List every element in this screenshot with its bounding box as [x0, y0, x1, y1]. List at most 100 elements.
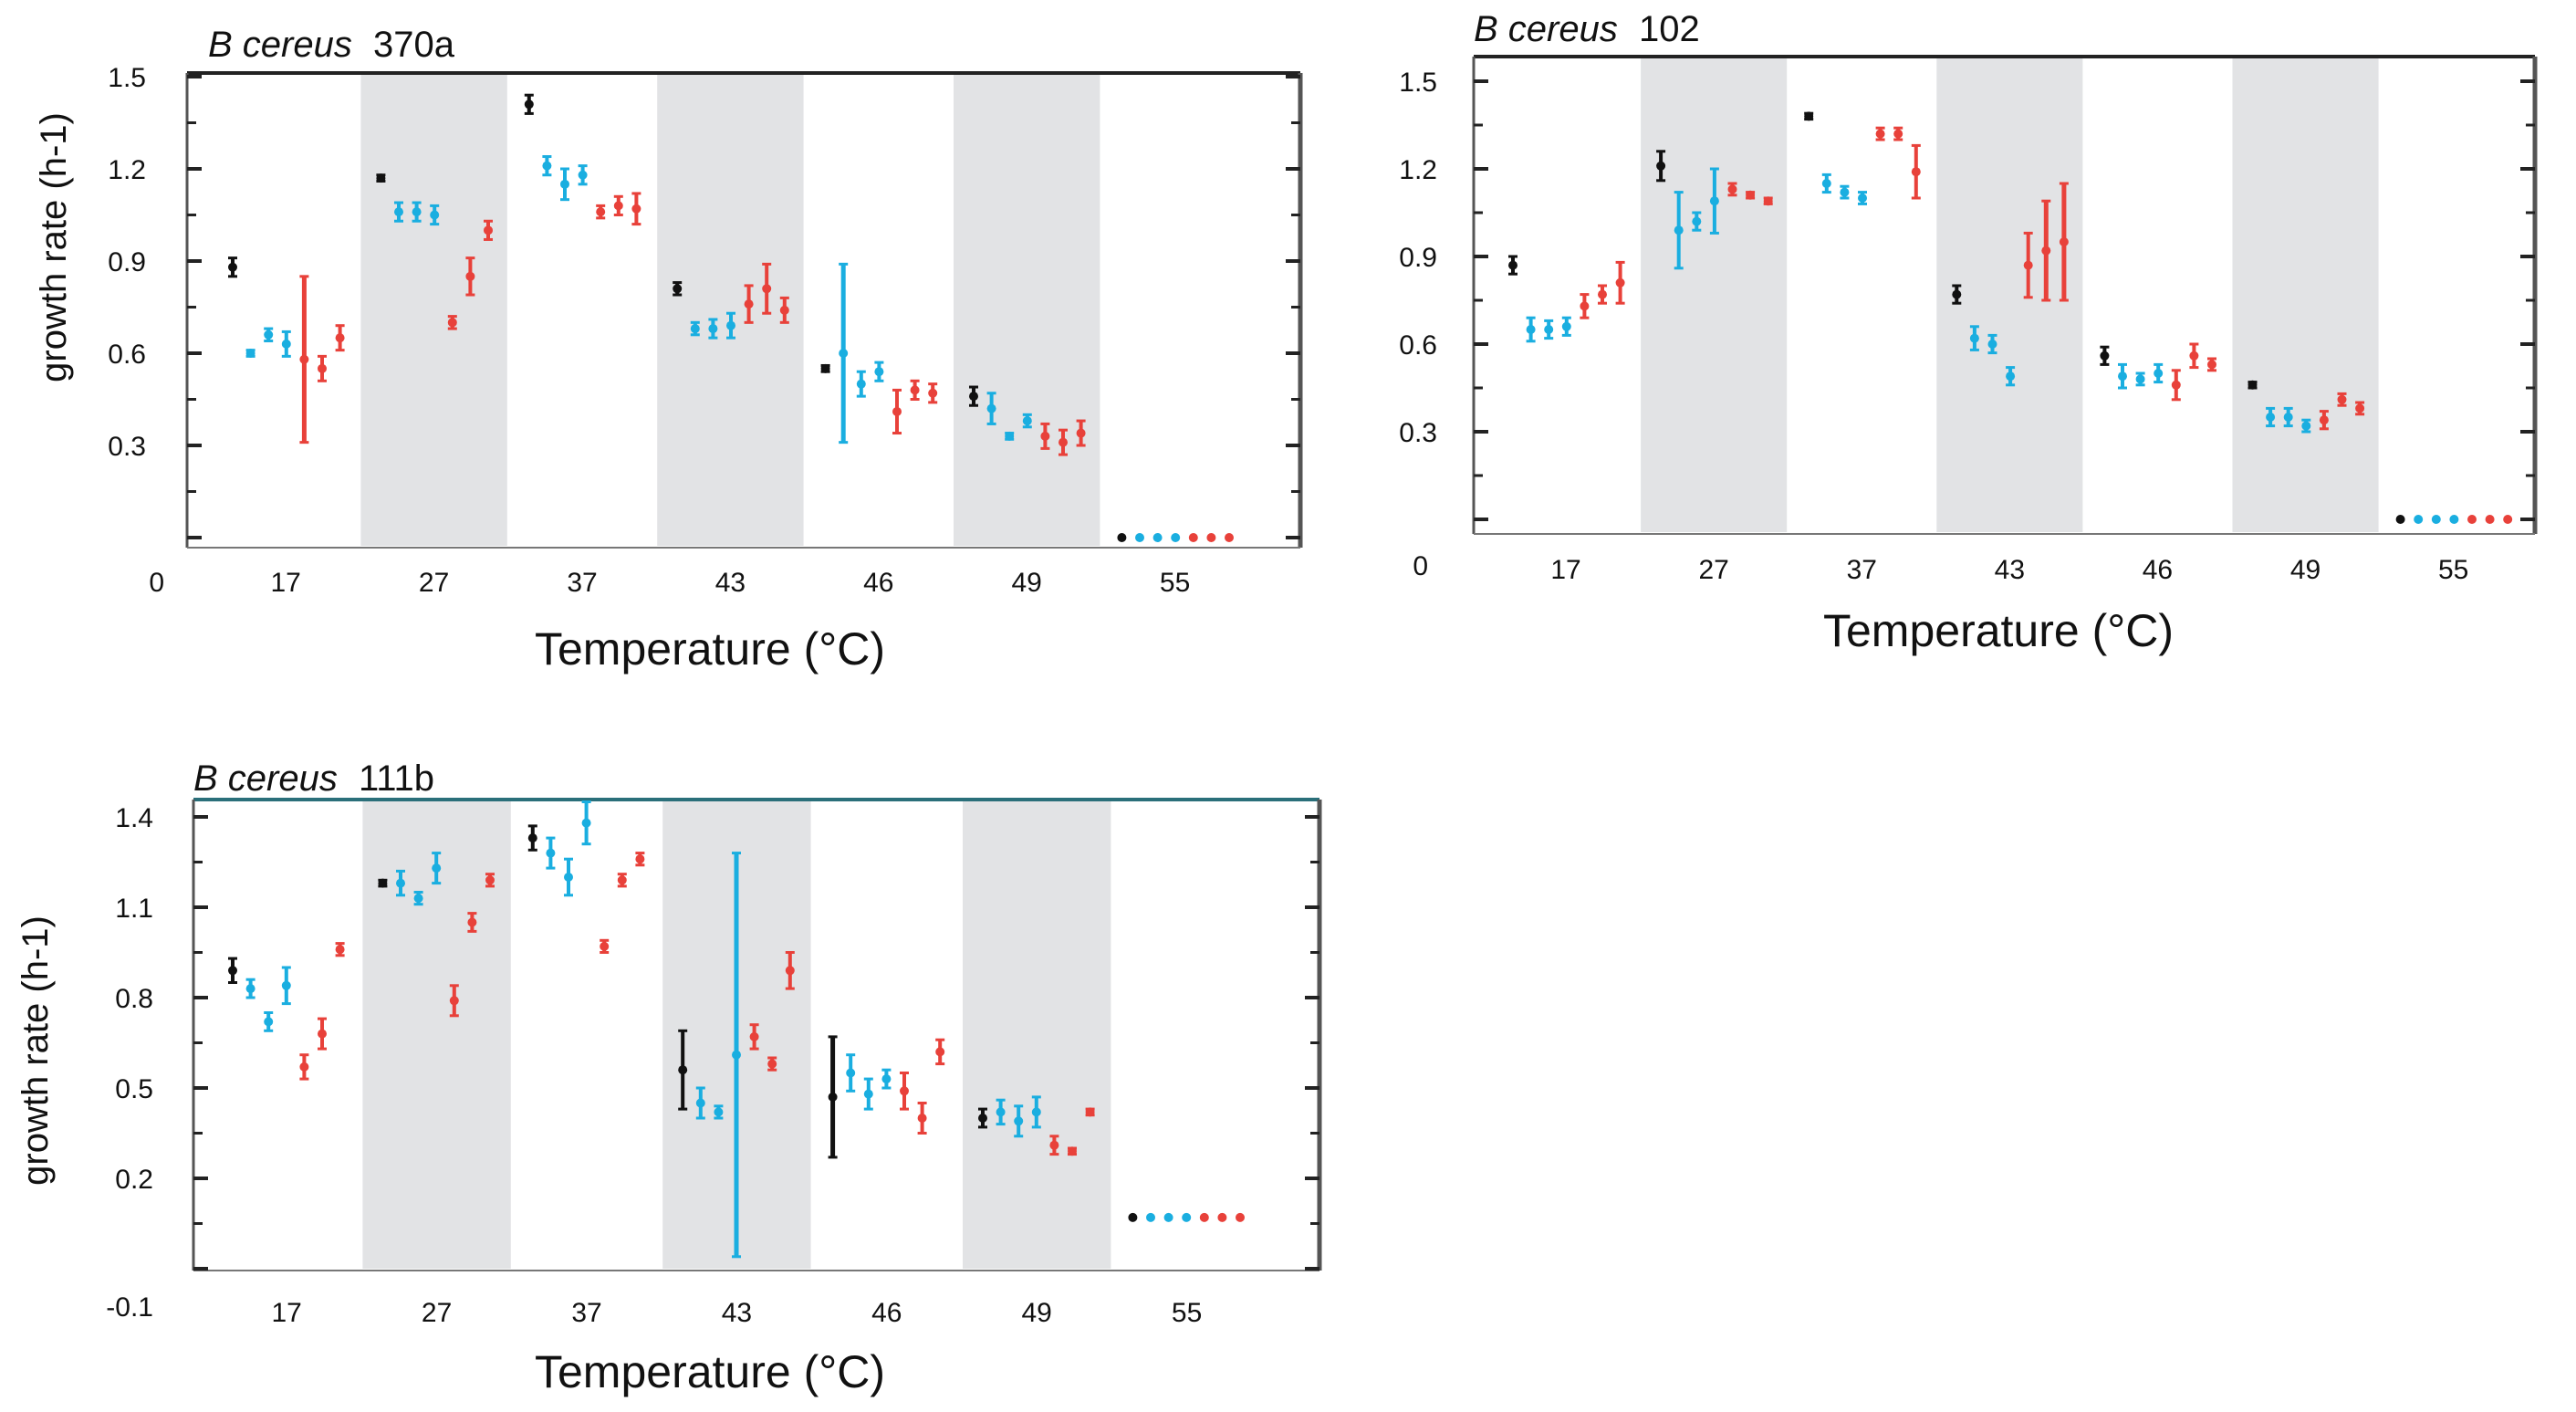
data-marker — [749, 1031, 759, 1041]
x-tick-label: 46 — [871, 1298, 902, 1328]
data-marker — [881, 1074, 892, 1084]
x-tick-label: 17 — [1550, 555, 1580, 585]
data-marker — [600, 941, 610, 951]
data-point-blue — [846, 1053, 856, 1093]
data-marker — [1952, 289, 1962, 299]
data-marker — [1182, 1212, 1192, 1222]
data-point-red — [467, 912, 477, 933]
data-point-red — [779, 296, 789, 324]
data-point-red — [299, 1053, 309, 1081]
y-tick-label: 0.5 — [115, 1074, 153, 1104]
data-point-blue — [2118, 362, 2127, 390]
data-marker — [969, 392, 978, 402]
data-marker — [892, 406, 902, 416]
x-axis-title: Temperature (°C) — [535, 623, 885, 675]
data-point-blue — [1152, 533, 1163, 542]
data-point-blue — [1171, 533, 1181, 542]
data-point-red — [767, 1056, 777, 1072]
data-point-red — [2355, 401, 2365, 416]
data-marker — [432, 863, 442, 873]
data-marker — [281, 980, 291, 990]
data-marker — [524, 99, 534, 110]
data-point-blue — [1858, 191, 1867, 205]
data-point-blue — [1135, 533, 1144, 542]
data-point-red — [1893, 126, 1903, 141]
data-point-red — [335, 942, 345, 957]
data-point-blue — [1840, 184, 1850, 200]
data-marker — [1987, 340, 1997, 349]
data-point-blue — [2301, 418, 2311, 434]
data-point-red — [2059, 182, 2069, 302]
data-point-blue — [2283, 406, 2293, 428]
data-marker — [1746, 190, 1756, 200]
data-point-black — [820, 363, 830, 373]
data-marker — [1128, 1212, 1138, 1222]
data-marker — [245, 984, 256, 994]
data-point-red — [1911, 143, 1921, 200]
data-marker — [1544, 325, 1554, 334]
panel-111b: B cereus 111b growth rate (h-1) Temperat… — [16, 758, 1322, 1397]
data-marker — [732, 1050, 741, 1060]
data-point-red — [447, 315, 457, 330]
data-point-red — [2467, 515, 2477, 524]
data-point-black — [1656, 150, 1666, 183]
x-tick-label: 55 — [1172, 1298, 1202, 1328]
data-marker — [978, 1114, 987, 1123]
data-marker — [394, 207, 403, 217]
data-marker — [2118, 371, 2127, 382]
data-point-red — [1225, 533, 1234, 542]
x-tick-label: 37 — [571, 1298, 601, 1328]
data-point-red — [1206, 533, 1216, 542]
data-marker — [560, 179, 569, 189]
title-species: B cereus — [1474, 9, 1618, 49]
data-marker — [779, 305, 789, 315]
data-point-red — [917, 1102, 927, 1135]
data-marker — [2100, 350, 2110, 361]
data-marker — [596, 207, 606, 217]
data-point-blue — [413, 891, 423, 906]
data-marker — [986, 403, 996, 413]
data-point-black — [376, 173, 386, 183]
data-point-red — [910, 379, 920, 401]
y-tick-label: 1.2 — [108, 155, 146, 185]
data-point-red — [631, 192, 641, 226]
data-marker — [1508, 260, 1517, 270]
band-layer — [1641, 58, 2379, 532]
data-marker — [744, 299, 754, 309]
data-marker — [264, 1017, 274, 1027]
data-point-blue — [732, 852, 741, 1259]
data-marker — [2301, 421, 2311, 431]
data-point-red — [1068, 1146, 1077, 1156]
data-marker — [820, 363, 830, 373]
data-point-blue — [2135, 371, 2145, 387]
y-tick-label: 1.5 — [108, 63, 146, 93]
panel-title: B cereus 370a — [208, 25, 455, 65]
data-point-red — [2023, 231, 2033, 299]
y-tick-label: 1.1 — [115, 894, 153, 924]
data-point-blue — [1692, 211, 1702, 232]
data-marker — [546, 848, 556, 858]
data-point-blue — [412, 201, 422, 223]
data-marker — [2431, 515, 2441, 524]
data-point-red — [900, 1072, 909, 1111]
data-marker — [2154, 369, 2164, 378]
data-point-red — [617, 873, 627, 888]
title-strain: 102 — [1639, 9, 1700, 49]
data-marker — [673, 284, 683, 294]
data-point-blue — [1031, 1095, 1041, 1129]
shaded-band — [2232, 58, 2379, 532]
data-marker — [1225, 533, 1234, 542]
data-point-black — [1128, 1212, 1138, 1222]
data-marker — [917, 1114, 927, 1123]
data-marker — [228, 966, 237, 976]
data-marker — [264, 329, 274, 340]
data-point-red — [1727, 182, 1737, 197]
shaded-band — [360, 75, 507, 546]
data-marker — [856, 379, 866, 389]
data-point-blue — [546, 836, 556, 870]
data-point-red — [892, 388, 902, 435]
y-axis-label: growth rate (h-1) — [16, 915, 56, 1186]
data-marker — [1709, 196, 1719, 206]
data-point-blue — [281, 329, 291, 358]
